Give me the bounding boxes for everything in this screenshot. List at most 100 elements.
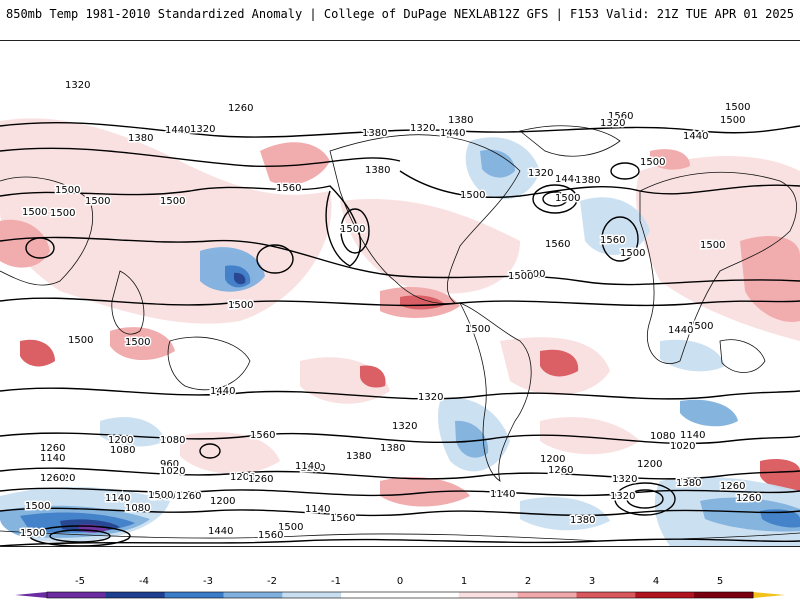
contour-label: 1560 — [258, 530, 283, 541]
colorbar-swatches — [15, 591, 785, 599]
contour-label: 1200 — [540, 454, 565, 465]
contour-label: 1260 — [736, 493, 761, 504]
colorbar-swatch — [576, 592, 636, 598]
contour-label: 1440 — [668, 325, 693, 336]
map-title: 850mb Temp 1981-2010 Standardized Anomal… — [6, 7, 498, 21]
contour-label: 1260 — [228, 103, 253, 114]
contour-label: 1500 — [620, 248, 645, 259]
contour-label: 1440 — [208, 526, 233, 537]
colorbar-swatch — [400, 592, 460, 598]
colorbar-swatch — [635, 592, 695, 598]
contour-label: 1500 — [725, 102, 750, 113]
contour-label: 1320 — [610, 491, 635, 502]
contour-label: 1320 — [528, 168, 553, 179]
contour-label: 960 — [160, 459, 179, 470]
contour-label: 1020 — [50, 473, 75, 484]
contour-label: 1200 — [230, 472, 255, 483]
colorbar-tick-label: -2 — [267, 576, 277, 587]
contour-label: 1380 — [128, 133, 153, 144]
contour-label: 1380 — [676, 478, 701, 489]
contour-label: 1500 — [278, 522, 303, 533]
contour-label: 1440 — [210, 386, 235, 397]
contour-label: 1500 — [148, 490, 173, 501]
contour-label: 1140 — [295, 461, 320, 472]
contour-label: 1380 — [570, 515, 595, 526]
colorbar-max-arrow — [753, 592, 785, 598]
contour-label: 1080 — [650, 431, 675, 442]
contour-label: 1500 — [520, 269, 545, 280]
contour-label: 1440 — [165, 125, 190, 136]
contour-label: 1500 — [640, 157, 665, 168]
header: 850mb Temp 1981-2010 Standardized Anomal… — [0, 0, 800, 30]
colorbar-swatch — [223, 592, 283, 598]
contour-label: 1500 — [555, 193, 580, 204]
contour-label: 1560 — [250, 430, 275, 441]
contour-label: 1560 — [330, 513, 355, 524]
colorbar-swatch — [458, 592, 519, 598]
coastlines — [0, 125, 800, 542]
colorbar-tick-label: -3 — [203, 576, 213, 587]
colorbar-swatch — [694, 592, 754, 598]
contour-label: 1140 — [305, 504, 330, 515]
contour-label: 1560 — [600, 235, 625, 246]
contour-label: 1260 — [40, 473, 65, 484]
colorbar-outline — [46, 591, 754, 599]
contour-label: 1080 — [125, 503, 150, 514]
contour-label: 1200 — [108, 435, 133, 446]
colorbar-min-arrow — [15, 592, 47, 598]
contour-label: 1500 — [55, 185, 80, 196]
colorbar-swatch — [164, 592, 224, 598]
contour-label: 1020 — [160, 466, 185, 477]
contour-label: 1440 — [440, 128, 465, 139]
contour-label: 1500 — [85, 196, 110, 207]
contour-label: 1380 — [448, 115, 473, 126]
contour-label: 1560 — [545, 239, 570, 250]
contour-label: 1500 — [125, 337, 150, 348]
contour-label: 1320 — [65, 80, 90, 91]
contour-label: 1320 — [612, 474, 637, 485]
colorbar-tick-label: -4 — [139, 576, 149, 587]
contour-label: 1020 — [670, 441, 695, 452]
colorbar-swatch — [105, 592, 166, 598]
contour-label: 1500 — [465, 324, 490, 335]
contour-label: 1320 — [190, 124, 215, 135]
contour-label: 1140 — [105, 493, 130, 504]
contour-label: 1500 — [50, 208, 75, 219]
contour-label: 1500 — [340, 224, 365, 235]
contour-label: 1260 — [40, 443, 65, 454]
contour-label: 1500 — [508, 271, 533, 282]
contour-label: 1200 — [637, 459, 662, 470]
contour-label: 1140 — [490, 489, 515, 500]
contour-label: 1500 — [25, 501, 50, 512]
contour-label: 1380 — [346, 451, 371, 462]
contour-label: 1500 — [160, 196, 185, 207]
contour-label: 1260 — [548, 465, 573, 476]
contour-label: 1380 — [575, 175, 600, 186]
contour-label: 1500 — [688, 321, 713, 332]
colorbar-tick-label: -1 — [331, 576, 341, 587]
contour-label: 1500 — [20, 528, 45, 539]
contour-label: 1500 — [68, 335, 93, 346]
contour-label: 1440 — [683, 131, 708, 142]
contour-label: 1080 — [110, 445, 135, 456]
contour-label: 1200 — [210, 496, 235, 507]
contour-label: 1320 — [392, 421, 417, 432]
contour-label: 1320 — [410, 123, 435, 134]
map-panel: 1320 1260 1380 1440 1560 1500 1320 1380 1320 1380… — [0, 40, 800, 547]
contour-label: 1260 — [176, 491, 201, 502]
colorbar-swatch — [47, 592, 107, 598]
contour-label: 1320 — [418, 392, 443, 403]
contour-label: 1500 — [22, 207, 47, 218]
colorbar-tick-label: 0 — [397, 576, 403, 587]
contour-label: 1380 — [365, 165, 390, 176]
contour-label: 1560 — [276, 183, 301, 194]
colorbar-swatch — [282, 592, 342, 598]
colorbar-tick-label: 2 — [525, 576, 531, 587]
contour-label: 1380 — [362, 128, 387, 139]
colorbar-tick-label: 3 — [589, 576, 595, 587]
contour-label: 1500 — [700, 240, 725, 251]
contour-label: 1260 — [720, 481, 745, 492]
height-contours — [0, 121, 800, 546]
